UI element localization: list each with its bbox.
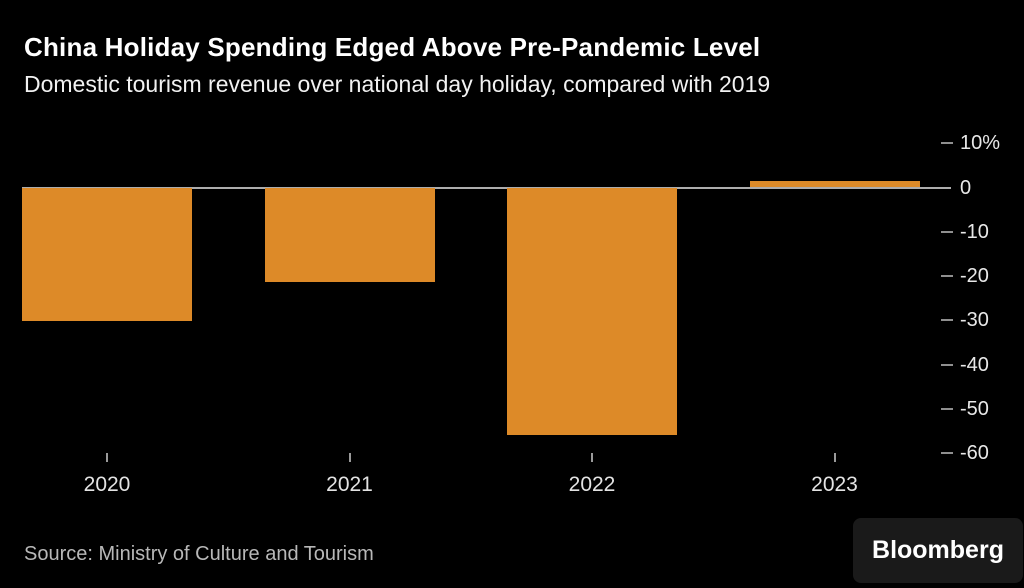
y-tick-label: 10%	[960, 132, 1001, 155]
y-tick-dash	[941, 408, 953, 410]
y-tick-label: -30	[960, 309, 989, 332]
y-tick-dash	[941, 230, 953, 233]
y-tick-label: -60	[960, 442, 989, 465]
chart-title: China Holiday Spending Edged Above Pre-P…	[24, 32, 761, 62]
x-tick	[833, 453, 836, 462]
x-tick-label-2022: 2022	[568, 473, 616, 496]
y-tick-dash	[941, 275, 953, 278]
y-tick-dash	[941, 452, 953, 455]
x-tick	[348, 453, 351, 462]
y-tick-label: -40	[960, 353, 989, 376]
y-tick-dash	[941, 363, 953, 366]
bar-2022	[507, 187, 677, 435]
zero-baseline	[22, 186, 951, 189]
x-tick-label-2021: 2021	[326, 473, 373, 496]
bar-2020	[22, 187, 192, 321]
bloomberg-logo-text: Bloomberg	[872, 536, 1004, 564]
bar-2021	[264, 187, 435, 283]
chart-subtitle: Domestic tourism revenue over national d…	[24, 71, 771, 97]
source-note: Source: Ministry of Culture and Tourism	[24, 543, 374, 565]
bar-2023	[749, 180, 920, 188]
bloomberg-logo: Bloomberg	[853, 518, 1023, 583]
x-tick-label-2023: 2023	[811, 473, 858, 496]
y-tick-label: 0	[960, 176, 972, 199]
y-tick-dash	[941, 319, 953, 322]
x-tick	[106, 453, 108, 462]
y-tick-dash	[941, 142, 953, 145]
y-tick-label: -50	[960, 398, 989, 420]
x-tick-label-2020: 2020	[83, 473, 131, 496]
y-tick-label: -20	[960, 265, 989, 288]
y-tick-label: -10	[960, 220, 989, 243]
x-tick	[591, 453, 593, 462]
